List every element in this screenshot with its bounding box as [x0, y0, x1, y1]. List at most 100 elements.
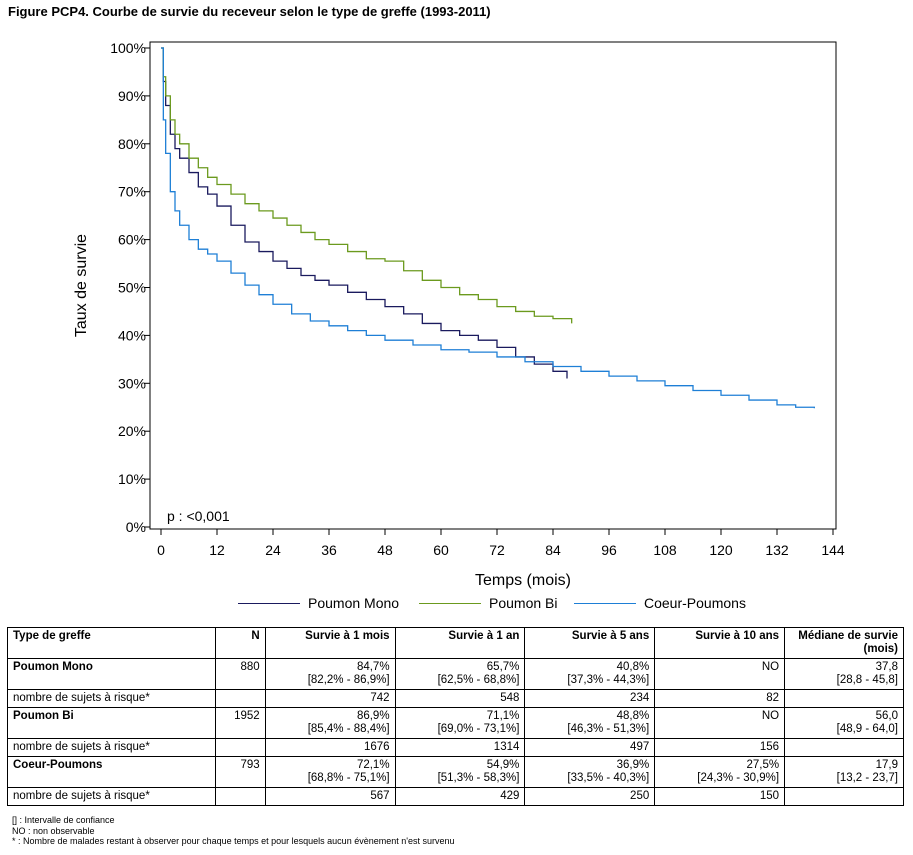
- risk-count: 82: [654, 689, 786, 708]
- cell-value: Poumon Mono: [13, 661, 93, 673]
- note-no: NO : non observable: [12, 825, 95, 836]
- x-axis-label: Temps (mois): [475, 572, 571, 589]
- y-tick-label: 40%: [118, 327, 146, 343]
- cell-survie-5-ans: 48,8% [46,3% - 51,3%]: [524, 707, 656, 739]
- cell-group-n: 1952: [214, 707, 266, 739]
- p-value-annotation: p : <0,001: [167, 508, 230, 524]
- risk-row: nombre de sujets à risque* 567 429 250 150: [7, 787, 904, 806]
- cell-ci: [62,5% - 68,8%]: [437, 674, 520, 686]
- cell-ci: [68,8% - 75,1%]: [307, 772, 390, 784]
- series-line-poumon-bi: [161, 47, 573, 324]
- cell-ci: [69,0% - 73,1%]: [437, 723, 520, 735]
- risk-count: 150: [654, 787, 786, 806]
- legend-label-poumon-bi: Poumon Bi: [489, 595, 558, 611]
- cell-ci: [51,3% - 58,3%]: [437, 772, 520, 784]
- cell-ci: [28,8 - 45,8]: [836, 674, 898, 686]
- survival-chart: 0 12 24 36 48 60 72 84 96 108 120 132 144 0% 10% 20% 30%…: [73, 40, 845, 589]
- y-tick-label: 50%: [118, 280, 146, 296]
- table-notes: [] : Intervalle de confiance NO : non ob…: [12, 815, 454, 847]
- table-row: Coeur-Poumons 793 72,1% [68,8% - 75,1%] 54,9…: [7, 756, 904, 788]
- cell-group-name: Coeur-Poumons: [7, 756, 216, 788]
- risk-median-empty: [784, 738, 904, 757]
- cell-ci: [33,5% - 40,3%]: [567, 772, 650, 784]
- risk-count: 429: [394, 787, 526, 806]
- cell-ci: [85,4% - 88,4%]: [307, 723, 390, 735]
- cell-mediane: 37,8 [28,8 - 45,8]: [784, 658, 904, 690]
- cell-mediane: 56,0 [48,9 - 64,0]: [784, 707, 904, 739]
- cell-mediane: 17,9 [13,2 - 23,7]: [784, 756, 904, 788]
- y-tick-label: 70%: [118, 184, 146, 200]
- cell-survie-1-mois: 72,1% [68,8% - 75,1%]: [264, 756, 396, 788]
- note-risk: * : Nombre de malades restant à observer…: [12, 836, 455, 846]
- plot-frame: [149, 41, 837, 530]
- risk-label: nombre de sujets à risque*: [7, 738, 216, 757]
- x-tick-label: 12: [209, 542, 225, 558]
- cell-value: 48,8%: [616, 710, 650, 722]
- header-type: Type de greffe: [7, 627, 216, 659]
- cell-survie-1-an: 65,7% [62,5% - 68,8%]: [394, 658, 526, 690]
- header-survie-1-an: Survie à 1 an: [394, 627, 526, 659]
- risk-count: 1676: [264, 738, 396, 757]
- risk-median-empty: [784, 787, 904, 806]
- header-mediane: Médiane de survie (mois): [784, 627, 904, 659]
- y-tick-label: 100%: [110, 40, 146, 56]
- legend-label-poumon-mono: Poumon Mono: [308, 595, 400, 611]
- risk-count: 742: [264, 689, 396, 708]
- header-survie-5-ans: Survie à 5 ans: [524, 627, 656, 659]
- risk-n-empty: [214, 738, 266, 757]
- survival-table: Type de greffe N Survie à 1 mois Survie …: [7, 627, 904, 806]
- x-tick-label: 108: [653, 542, 677, 558]
- cell-group-n: 793: [214, 756, 266, 788]
- risk-label: nombre de sujets à risque*: [7, 787, 216, 806]
- x-tick-label: 60: [433, 542, 449, 558]
- header-survie-1-mois: Survie à 1 mois: [264, 627, 396, 659]
- cell-ci: [48,9 - 64,0]: [836, 723, 898, 735]
- cell-ci: [24,3% - 30,9%]: [697, 772, 780, 784]
- risk-count: 567: [264, 787, 396, 806]
- x-tick-label: 132: [765, 542, 789, 558]
- legend-swatch-poumon-bi: [419, 602, 481, 604]
- cell-survie-10-ans: NO: [654, 658, 786, 690]
- chart-legend: Poumon Mono Poumon Bi Coeur-Poumons: [0, 595, 913, 615]
- risk-n-empty: [214, 689, 266, 708]
- x-tick-label: 0: [157, 542, 165, 558]
- table-row: Poumon Mono 880 84,7% [82,2% - 86,9%] 65,7%[…: [7, 658, 904, 690]
- y-tick-label: 90%: [118, 88, 146, 104]
- cell-value: 54,9%: [486, 759, 520, 771]
- cell-value: 72,1%: [356, 759, 390, 771]
- cell-group-n: 880: [214, 658, 266, 690]
- cell-value: 793: [240, 759, 260, 771]
- risk-count: 250: [524, 787, 656, 806]
- x-tick-label: 144: [821, 542, 845, 558]
- y-tick-label: 20%: [118, 423, 146, 439]
- y-tick-label: 30%: [118, 375, 146, 391]
- x-tick-label: 96: [601, 542, 617, 558]
- cell-survie-10-ans: NO: [654, 707, 786, 739]
- x-tick-label: 36: [321, 542, 337, 558]
- y-tick-label: 60%: [118, 232, 146, 248]
- cell-value: 65,7%: [486, 661, 520, 673]
- cell-survie-1-an: 54,9% [51,3% - 58,3%]: [394, 756, 526, 788]
- cell-value: 84,7%: [356, 661, 390, 673]
- cell-ci: [13,2 - 23,7]: [836, 772, 898, 784]
- risk-count: 156: [654, 738, 786, 757]
- series-line-coeur-poumons: [161, 47, 815, 409]
- x-tick-label: 72: [489, 542, 505, 558]
- cell-value: 71,1%: [486, 710, 520, 722]
- figure-title: Figure PCP4. Courbe de survie du receveu…: [8, 4, 491, 19]
- y-tick-label: 80%: [118, 136, 146, 152]
- cell-value: NO: [761, 661, 780, 673]
- risk-count: 548: [394, 689, 526, 708]
- risk-count: 234: [524, 689, 656, 708]
- header-survie-10-ans: Survie à 10 ans: [654, 627, 786, 659]
- cell-ci: [37,3% - 44,3%]: [567, 674, 650, 686]
- x-tick-label: 48: [377, 542, 393, 558]
- header-n: N: [214, 627, 266, 659]
- risk-n-empty: [214, 787, 266, 806]
- risk-median-empty: [784, 689, 904, 708]
- legend-label-coeur-poumons: Coeur-Poumons: [644, 595, 746, 611]
- cell-value: 56,0: [875, 710, 898, 722]
- y-tick-label: 0%: [126, 519, 146, 535]
- cell-value: NO: [761, 710, 780, 722]
- risk-count: 497: [524, 738, 656, 757]
